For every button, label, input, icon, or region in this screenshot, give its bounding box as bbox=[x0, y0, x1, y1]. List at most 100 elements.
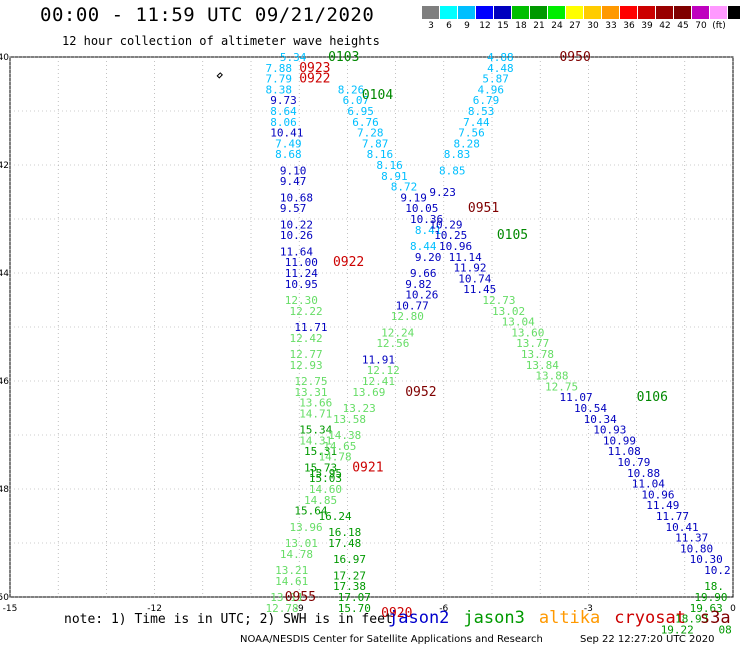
credit-text: NOAA/NESDIS Center for Satellite Applica… bbox=[240, 634, 543, 645]
wave-height-label: 16.24 bbox=[318, 510, 351, 523]
wave-height-label: 16.18 bbox=[328, 526, 361, 539]
wave-height-label: 10.99 bbox=[603, 434, 636, 447]
y-tick-label: -48 bbox=[0, 485, 9, 495]
color-swatch bbox=[422, 6, 440, 19]
wave-height-label: 16.97 bbox=[333, 553, 366, 566]
pass-time-label: 0950 bbox=[559, 50, 590, 65]
wave-height-label: 7.28 bbox=[357, 127, 384, 140]
map-title: 00:00 - 11:59 UTC 09/21/2020 bbox=[40, 4, 375, 26]
wave-height-label: 6.07 bbox=[343, 94, 370, 107]
wave-height-label: 12.73 bbox=[482, 294, 515, 307]
wave-height-label: 13.69 bbox=[352, 386, 385, 399]
color-scale-label: 24 bbox=[551, 21, 563, 31]
wave-height-label: 15.03 bbox=[309, 472, 342, 485]
color-scale-label: 45 bbox=[677, 21, 689, 31]
wave-height-label: 9.20 bbox=[415, 251, 442, 264]
y-tick-label: -40 bbox=[0, 53, 9, 63]
color-swatch bbox=[494, 6, 512, 19]
color-swatch bbox=[548, 6, 566, 19]
wave-height-label: 13.01 bbox=[285, 537, 318, 550]
wave-height-label: 9.57 bbox=[280, 202, 307, 215]
satellite-legend: jason2 jason3 altika cryosat s3a bbox=[388, 608, 731, 628]
wave-height-label: 8.85 bbox=[439, 164, 466, 177]
pass-time-label: 0922 bbox=[299, 72, 330, 87]
wave-height-label: 13.21 bbox=[275, 564, 308, 577]
color-scale-label: 70 bbox=[695, 21, 707, 31]
pass-time-label: 0104 bbox=[362, 88, 393, 103]
wave-height-label: 8.64 bbox=[270, 105, 297, 118]
wave-height-label: 9.73 bbox=[270, 94, 297, 107]
wave-height-label: 10.25 bbox=[434, 229, 467, 242]
wave-height-label: 11.45 bbox=[463, 283, 496, 296]
wave-height-label: 9.10 bbox=[280, 164, 307, 177]
pass-time-label: 0922 bbox=[333, 255, 364, 270]
color-scale-label: 15 bbox=[497, 21, 509, 31]
color-scale-labels: 3 6 9 12 15 18 21 24 27 30 33 36 39 42 45 70 (ft) bbox=[422, 21, 740, 31]
wave-height-label: 11.91 bbox=[362, 353, 395, 366]
timestamp-text: Sep 22 12:27:20 UTC 2020 bbox=[580, 634, 715, 645]
wave-height-label: 17.38 bbox=[333, 580, 366, 593]
wave-height-label: 8.53 bbox=[468, 105, 495, 118]
wave-height-label: 11.04 bbox=[632, 478, 665, 491]
pass-time-label: 0923 bbox=[299, 61, 330, 76]
color-swatch bbox=[656, 6, 674, 19]
wave-height-label: 8.26 bbox=[338, 83, 365, 96]
color-swatch bbox=[584, 6, 602, 19]
color-scale-label: (ft) bbox=[712, 21, 726, 31]
color-scale-label: 42 bbox=[659, 21, 671, 31]
color-swatch bbox=[458, 6, 476, 19]
color-swatch bbox=[728, 6, 740, 19]
wave-height-label: 10.26 bbox=[405, 289, 438, 302]
wave-height-label: 11.37 bbox=[675, 532, 708, 545]
wave-height-label: 13.88 bbox=[535, 370, 568, 383]
color-swatch bbox=[638, 6, 656, 19]
wave-height-label: 13.23 bbox=[343, 402, 376, 415]
wave-height-label: 10.41 bbox=[666, 521, 699, 534]
y-tick-label: -44 bbox=[0, 269, 9, 279]
wave-height-label: 10.36 bbox=[410, 213, 443, 226]
wave-height-label: 11.49 bbox=[646, 499, 679, 512]
wave-height-label: 12.12 bbox=[367, 364, 400, 377]
color-scale-label: 36 bbox=[623, 21, 635, 31]
color-scale-bar bbox=[422, 6, 740, 19]
wave-height-label: 11.07 bbox=[559, 391, 592, 404]
color-swatch bbox=[692, 6, 710, 19]
wave-height-label: 14.31 bbox=[299, 434, 332, 447]
wave-height-label: 13.84 bbox=[526, 359, 559, 372]
pass-time-label: 0105 bbox=[497, 228, 528, 243]
wave-height-label: 14.60 bbox=[309, 483, 342, 496]
color-scale-label: 27 bbox=[569, 21, 581, 31]
x-tick-label: -12 bbox=[147, 604, 162, 614]
wave-height-label: 19.63 bbox=[690, 602, 723, 615]
wave-height-label: 10.74 bbox=[458, 272, 491, 285]
wave-height-label: 5.34 bbox=[280, 51, 307, 64]
wave-height-label: 8.91 bbox=[381, 170, 408, 183]
wave-height-label: 13.96 bbox=[290, 521, 323, 534]
wave-height-label: 08 bbox=[719, 623, 732, 636]
color-swatch bbox=[530, 6, 548, 19]
wave-height-label: 7.87 bbox=[362, 137, 389, 150]
wave-height-label: 11.24 bbox=[285, 267, 318, 280]
wave-height-label: 9.82 bbox=[405, 278, 432, 291]
wave-height-label: 11.00 bbox=[285, 256, 318, 269]
wave-height-label: 7.88 bbox=[265, 62, 292, 75]
color-swatch bbox=[476, 6, 494, 19]
wave-height-label: 12.22 bbox=[290, 305, 323, 318]
wave-height-label: 18. bbox=[704, 580, 724, 593]
color-swatch bbox=[566, 6, 584, 19]
pass-time-label: 0951 bbox=[468, 201, 499, 216]
wave-height-label: 10.93 bbox=[593, 424, 626, 437]
color-scale-label: 30 bbox=[587, 21, 599, 31]
wave-height-label: 10.80 bbox=[680, 542, 713, 555]
wave-height-label: 18.93 bbox=[675, 613, 708, 626]
wave-height-label: 9.47 bbox=[280, 175, 307, 188]
wave-height-label: 10.26 bbox=[280, 229, 313, 242]
wave-height-label: 14.78 bbox=[280, 548, 313, 561]
wave-height-label: 19.90 bbox=[694, 591, 727, 604]
wave-height-label: 15.34 bbox=[299, 424, 332, 437]
wave-height-label: 12.75 bbox=[545, 380, 578, 393]
wave-height-label: 15.64 bbox=[294, 505, 327, 518]
wave-height-label: 10.34 bbox=[584, 413, 617, 426]
y-tick-label: -46 bbox=[0, 377, 9, 387]
